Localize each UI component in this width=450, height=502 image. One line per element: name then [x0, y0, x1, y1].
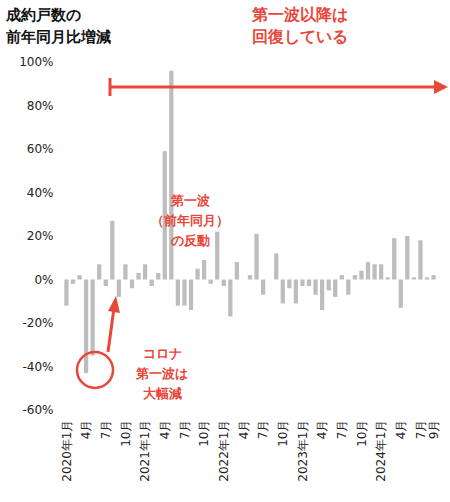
svg-text:20%: 20%: [27, 229, 54, 243]
svg-text:7月: 7月: [99, 420, 113, 440]
svg-text:4月: 4月: [158, 420, 172, 440]
svg-text:7月: 7月: [256, 420, 270, 440]
svg-text:4月: 4月: [394, 420, 408, 440]
svg-text:7月: 7月: [335, 420, 349, 440]
svg-text:の反動: の反動: [171, 233, 210, 248]
svg-text:コロナ: コロナ: [143, 346, 182, 361]
svg-text:大幅減: 大幅減: [143, 386, 182, 401]
svg-text:成約戸数の: 成約戸数の: [5, 6, 81, 24]
svg-text:9月: 9月: [427, 420, 441, 440]
svg-text:（前年同月）: （前年同月）: [151, 213, 229, 228]
svg-text:2024年1月: 2024年1月: [374, 420, 388, 482]
svg-text:60%: 60%: [27, 142, 54, 156]
svg-text:-20%: -20%: [22, 316, 53, 330]
svg-text:第一波: 第一波: [170, 193, 211, 208]
svg-text:第一波は: 第一波は: [135, 366, 188, 381]
svg-text:2023年1月: 2023年1月: [296, 420, 310, 482]
svg-text:4月: 4月: [237, 420, 251, 440]
svg-text:前年同月比増減: 前年同月比増減: [5, 28, 111, 46]
svg-text:10月: 10月: [119, 420, 133, 447]
svg-text:40%: 40%: [27, 186, 54, 200]
svg-text:-60%: -60%: [22, 403, 53, 417]
svg-text:4月: 4月: [315, 420, 329, 440]
svg-text:回復している: 回復している: [252, 27, 348, 46]
svg-text:2022年1月: 2022年1月: [217, 420, 231, 482]
svg-text:第一波以降は: 第一波以降は: [251, 5, 348, 24]
svg-text:80%: 80%: [27, 99, 54, 113]
svg-text:0%: 0%: [34, 273, 53, 287]
svg-text:7月: 7月: [178, 420, 192, 440]
svg-text:-40%: -40%: [22, 360, 53, 374]
svg-text:7月: 7月: [414, 420, 428, 440]
svg-text:100%: 100%: [19, 55, 53, 69]
svg-text:10月: 10月: [276, 420, 290, 447]
svg-text:2021年1月: 2021年1月: [138, 420, 152, 482]
svg-text:10月: 10月: [355, 420, 369, 447]
svg-text:10月: 10月: [197, 420, 211, 447]
svg-text:2020年1月: 2020年1月: [60, 420, 74, 482]
svg-text:4月: 4月: [79, 420, 93, 440]
